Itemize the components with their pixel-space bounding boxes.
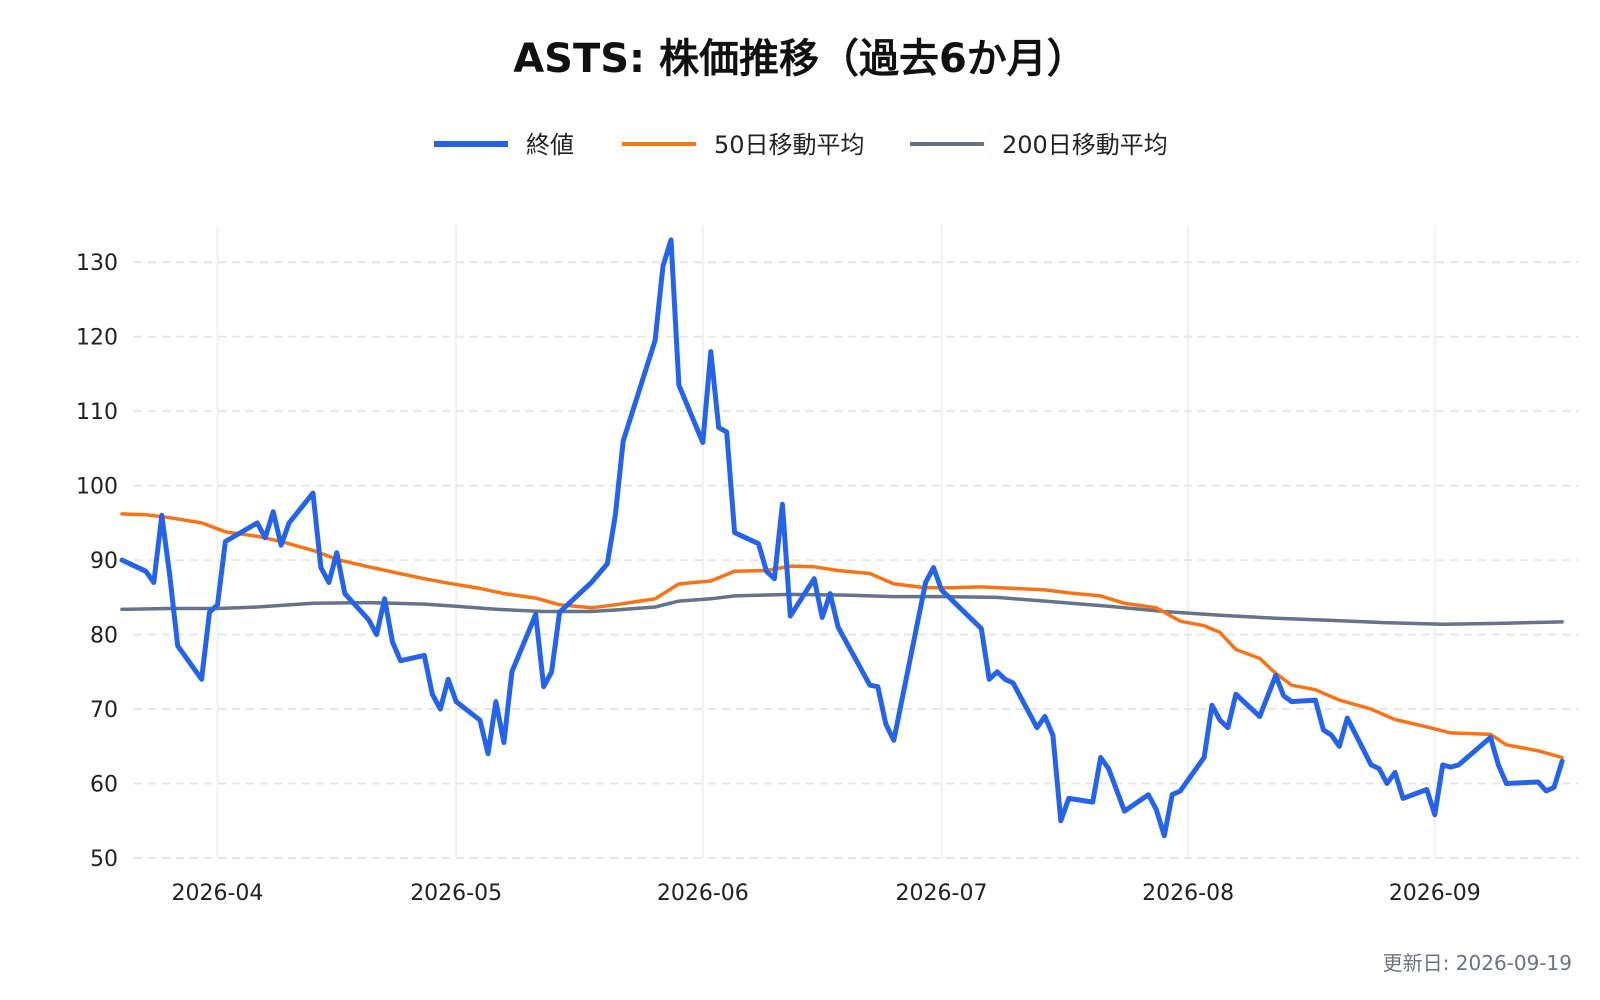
updated-date-label: 更新日: 2026-09-19 [1383,951,1572,975]
x-tick-label: 2026-04 [172,881,264,906]
y-tick-label: 70 [90,698,118,723]
y-tick-label: 120 [76,326,118,351]
x-tick-label: 2026-07 [896,881,988,906]
x-tick-label: 2026-09 [1389,881,1481,906]
chart-title: ASTS: 株価推移（過去6か月） [513,36,1087,82]
chart-legend: 終値 50日移動平均 200日移動平均 [434,131,1168,159]
y-tick-label: 60 [90,773,118,798]
y-tick-label: 90 [90,549,118,574]
ma200-line [120,592,1564,626]
y-tick-label: 100 [76,475,118,500]
legend-label-close: 終値 [526,131,574,159]
x-tick-label: 2026-08 [1142,881,1234,906]
x-tick-label: 2026-06 [657,881,749,906]
legend-label-ma50: 50日移動平均 [714,131,865,159]
close-price-line [119,237,1565,839]
y-tick-label: 50 [90,847,118,872]
grid-layer [134,225,1578,859]
y-tick-label: 80 [90,624,118,649]
y-tick-label: 130 [76,251,118,276]
x-tick-label: 2026-05 [410,881,502,906]
series-layer [119,237,1565,839]
legend-label-ma200: 200日移動平均 [1002,131,1168,159]
y-tick-label: 110 [76,400,118,425]
ma50-line [120,512,1564,760]
axis-layer: 2026-04 2026-05 2026-06 2026-07 2026-08 2026-… [76,251,1481,906]
